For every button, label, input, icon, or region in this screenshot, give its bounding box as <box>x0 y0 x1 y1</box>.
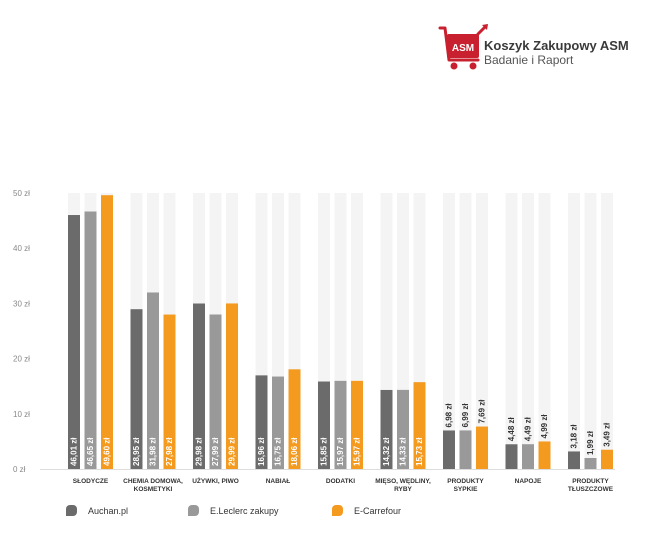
x-category-label: DODATKI <box>326 478 355 485</box>
bar <box>351 380 363 469</box>
x-category-label: PRODUKTY <box>447 478 484 485</box>
x-category-label: MIĘSO, WĘDLINY, <box>375 478 431 485</box>
bar-value-label: 15,97 zł <box>353 437 362 466</box>
bar-value-label: 1,99 zł <box>586 430 595 455</box>
bar <box>476 426 488 469</box>
chart-legend: Auchan.pl E.Leclerc zakupy E-Carrefour <box>0 505 655 529</box>
bar-value-label: 16,96 zł <box>257 437 266 466</box>
bar-value-label: 15,73 zł <box>415 437 424 466</box>
x-category-label: UŻYWKI, PIWO <box>192 477 239 485</box>
asm-logo: ASM <box>438 24 488 70</box>
bar-track <box>584 193 597 469</box>
bar-track <box>505 193 518 469</box>
bar <box>568 451 580 469</box>
bar <box>272 376 284 469</box>
x-category-label: SYPKIE <box>454 486 479 493</box>
bar-value-label: 4,48 zł <box>507 416 516 441</box>
bar-value-label: 27,98 zł <box>165 437 174 466</box>
bar <box>255 375 268 469</box>
logo-subtitle: Badanie i Raport <box>484 53 574 67</box>
bar-value-label: 6,99 zł <box>461 403 470 428</box>
x-category-label: NAPOJE <box>515 478 542 485</box>
bar <box>318 381 330 469</box>
bar <box>397 389 409 469</box>
bar <box>68 215 80 469</box>
bar-value-label: 28,95 zł <box>132 437 141 466</box>
y-tick-label: 20 zł <box>13 355 30 364</box>
bar <box>505 444 518 469</box>
x-category-label: RYBY <box>394 486 412 493</box>
y-tick-label: 30 zł <box>13 299 30 308</box>
legend-swatch <box>66 505 77 516</box>
legend-swatch <box>332 505 343 516</box>
bar <box>101 195 113 469</box>
x-category-label: NABIAŁ <box>266 478 291 485</box>
bar-track <box>522 193 534 469</box>
legend-swatch <box>188 505 199 516</box>
bar <box>84 211 97 469</box>
bar-value-label: 27,99 zł <box>211 437 220 466</box>
bar-value-label: 15,85 zł <box>320 437 329 466</box>
bar-value-label: 4,49 zł <box>524 416 533 441</box>
logo-title: Koszyk Zakupowy ASM <box>484 38 629 53</box>
logo-badge-text: ASM <box>452 43 474 54</box>
legend-item: E-Carrefour <box>332 505 401 516</box>
bar-value-label: 3,49 zł <box>603 422 612 447</box>
bar-value-label: 18,06 zł <box>290 437 299 466</box>
bar <box>147 292 159 469</box>
x-category-label: PRODUKTY <box>572 478 609 485</box>
legend-label: Auchan.pl <box>88 505 129 516</box>
bar <box>522 444 534 469</box>
bar-value-label: 46,01 zł <box>70 437 79 466</box>
y-tick-label: 40 zł <box>13 244 30 253</box>
bar <box>584 458 597 469</box>
bar-value-label: 29,99 zł <box>228 437 237 466</box>
bar <box>380 389 393 469</box>
bar-track <box>538 193 551 469</box>
bar <box>226 303 238 469</box>
bar <box>334 380 347 469</box>
bar-track <box>443 193 455 469</box>
bar-track <box>459 193 472 469</box>
bar <box>130 309 143 469</box>
y-tick-label: 10 zł <box>13 410 30 419</box>
bar-value-label: 14,33 zł <box>399 437 408 466</box>
bar-track <box>568 193 580 469</box>
x-category-label: KOSMETYKI <box>134 486 173 493</box>
bar-track <box>601 193 613 469</box>
bar-value-label: 16,75 zł <box>274 437 283 466</box>
bar-value-label: 31,98 zł <box>149 437 158 466</box>
bar-value-label: 4,99 zł <box>540 414 549 439</box>
bar-value-label: 7,69 zł <box>478 399 487 424</box>
bar-value-label: 49,60 zł <box>103 437 112 466</box>
legend-label: E-Carrefour <box>354 505 402 516</box>
bar-value-label: 3,18 zł <box>570 424 579 449</box>
bar <box>413 382 426 469</box>
bar <box>163 314 176 469</box>
bar-value-label: 29,98 zł <box>195 437 204 466</box>
legend-item: Auchan.pl <box>66 505 128 516</box>
legend-item: E.Leclerc zakupy <box>188 505 279 516</box>
bar-value-label: 15,97 zł <box>336 437 345 466</box>
bar-value-label: 46,65 zł <box>86 437 95 466</box>
bar-value-label: 14,32 zł <box>382 437 391 466</box>
bar <box>538 441 551 469</box>
shopping-cart-icon: ASM <box>438 24 488 70</box>
bar <box>288 369 301 469</box>
bar <box>193 303 205 469</box>
x-category-label: SŁODYCZE <box>73 478 109 485</box>
bar <box>459 430 472 469</box>
bar-chart: 0 zł 10 zł 20 zł 30 zł 40 zł 50 zł 46,01 zł 46,… <box>13 189 615 493</box>
bar <box>601 449 613 469</box>
bar <box>209 314 222 469</box>
legend-label: E.Leclerc zakupy <box>210 505 279 516</box>
bar-track <box>476 193 488 469</box>
bar <box>443 430 455 469</box>
y-tick-label: 0 zł <box>13 465 26 474</box>
x-category-label: TŁUSZCZOWE <box>568 486 614 493</box>
x-category-label: CHEMIA DOMOWA, <box>123 478 183 485</box>
bar-value-label: 6,98 zł <box>445 403 454 428</box>
y-tick-label: 50 zł <box>13 189 30 198</box>
